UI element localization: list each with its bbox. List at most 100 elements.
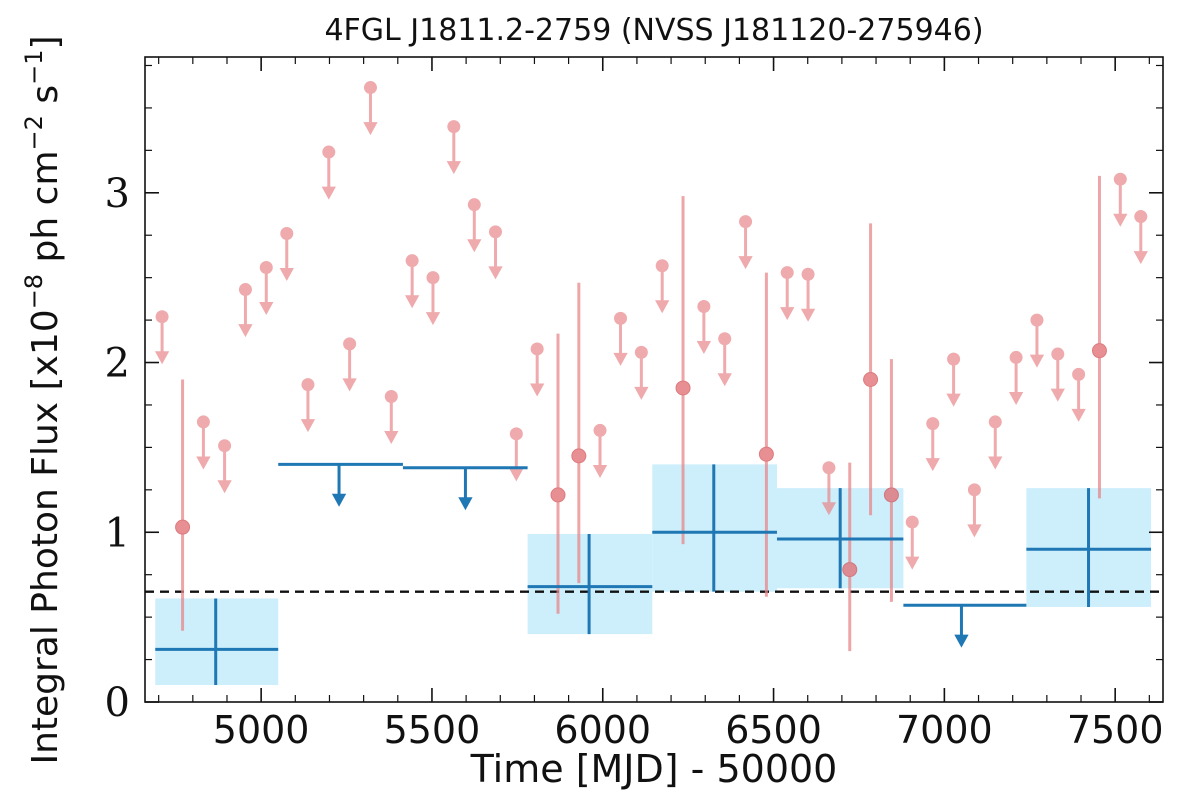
upper-limit-marker (405, 254, 419, 268)
short-bin-upper-limit (279, 227, 294, 282)
upper-limit-arrowhead (717, 373, 732, 387)
upper-limit-arrowhead (530, 383, 545, 397)
upper-limit-marker (488, 225, 502, 239)
upper-limit-marker (780, 266, 794, 280)
upper-limit-marker (718, 332, 732, 346)
chart-title: 4FGL J1811.2-2759 (NVSS J181120-275946) (324, 13, 983, 48)
detection-marker (863, 372, 879, 387)
upper-limit-marker (530, 342, 544, 356)
upper-limit-marker (697, 300, 711, 314)
long-bin-limit-arrowhead (954, 634, 969, 648)
y-axis-label-exponent-2: −2 (20, 115, 48, 150)
detection-marker (842, 562, 858, 578)
upper-limit-marker (967, 483, 981, 497)
upper-limit-arrowhead (321, 186, 336, 200)
upper-limit-marker (426, 271, 440, 285)
short-bin-upper-limit (717, 332, 732, 387)
long-bin-detection (776, 488, 904, 589)
upper-limit-arrowhead (279, 268, 294, 282)
upper-limit-arrowhead (613, 352, 628, 366)
short-bin-upper-limit (425, 271, 441, 326)
upper-limit-arrowhead (300, 419, 316, 433)
upper-limit-marker (196, 415, 210, 429)
upper-limit-arrowhead (905, 556, 920, 570)
upper-limit-arrowhead (1050, 388, 1065, 402)
detection-marker (550, 487, 566, 503)
upper-limit-marker (322, 145, 336, 159)
upper-limit-arrowhead (1008, 391, 1024, 405)
upper-limit-arrowhead (238, 324, 253, 338)
upper-limit-marker (1009, 350, 1023, 364)
upper-limit-arrowhead (154, 351, 170, 365)
upper-limit-arrowhead (655, 300, 670, 314)
detection-marker (1091, 343, 1107, 359)
long-bin-detection (527, 533, 653, 635)
short-bin-upper-limit (780, 266, 795, 321)
detection-marker (571, 448, 587, 464)
long-bin-upper-limit (402, 466, 528, 511)
upper-limit-arrowhead (696, 341, 712, 355)
x-tick-label: 7500 (1067, 708, 1164, 752)
y-tick-label: 2 (105, 341, 130, 387)
upper-limit-marker (905, 515, 919, 529)
short-bin-upper-limit (488, 225, 503, 280)
upper-limit-marker (259, 260, 273, 274)
short-bin-detection (863, 223, 879, 516)
upper-limit-marker (218, 439, 232, 453)
long-bin-layer (155, 462, 1152, 686)
short-bin-upper-limit (905, 515, 920, 570)
x-tick-label-layer: 5000 5500 6000 6500 7000 7500 (213, 708, 1164, 752)
upper-limit-arrowhead (342, 378, 357, 392)
short-bin-upper-limit (342, 337, 357, 392)
upper-limit-marker (822, 461, 836, 475)
long-bin-upper-limit (278, 462, 403, 507)
short-bin-detection (550, 333, 566, 614)
short-bin-layer (154, 81, 1148, 652)
upper-limit-marker (238, 283, 252, 297)
y-axis-label-exponent-1: −8 (20, 274, 48, 309)
short-bin-upper-limit (259, 260, 274, 315)
short-bin-upper-limit (613, 311, 628, 366)
upper-limit-marker (280, 227, 294, 241)
short-bin-upper-limit (800, 267, 816, 322)
upper-limit-arrowhead (1113, 213, 1128, 227)
upper-limit-arrowhead (509, 468, 524, 482)
y-tick-label: 0 (105, 680, 130, 726)
upper-limit-marker (614, 311, 628, 325)
short-bin-upper-limit (1113, 172, 1128, 227)
upper-limit-arrowhead (217, 480, 232, 494)
short-bin-upper-limit (363, 81, 378, 136)
upper-limit-marker (509, 427, 523, 441)
upper-limit-arrowhead (259, 302, 274, 315)
x-axis-label: Time [MJD] - 50000 (470, 747, 838, 791)
detection-marker (175, 519, 191, 535)
upper-limit-arrowhead (821, 502, 837, 516)
upper-limit-arrowhead (384, 431, 399, 444)
upper-limit-marker (1072, 367, 1086, 381)
upper-limit-marker (467, 198, 481, 212)
upper-limit-marker (947, 352, 961, 366)
upper-limit-arrowhead (780, 307, 795, 321)
upper-limit-marker (1051, 347, 1065, 361)
upper-limit-marker (363, 81, 377, 95)
short-bin-upper-limit (238, 283, 253, 338)
upper-limit-arrowhead (592, 464, 608, 478)
short-bin-upper-limit (321, 145, 336, 200)
y-axis-label-suffix: ] (25, 35, 66, 49)
y-axis-label-middle: ph cm (25, 150, 66, 273)
short-bin-upper-limit (592, 423, 608, 478)
upper-limit-arrowhead (634, 386, 649, 400)
upper-limit-arrowhead (738, 256, 753, 270)
short-bin-upper-limit (1029, 313, 1045, 368)
upper-limit-marker (301, 378, 315, 392)
upper-limit-arrowhead (967, 524, 982, 538)
upper-limit-arrowhead (446, 161, 461, 175)
short-bin-detection (758, 272, 774, 597)
short-bin-upper-limit (655, 259, 670, 314)
short-bin-upper-limit (300, 378, 316, 433)
upper-limit-arrowhead (988, 456, 1003, 470)
short-bin-upper-limit (446, 120, 461, 175)
upper-limit-marker (926, 417, 940, 431)
short-bin-upper-limit (988, 415, 1003, 470)
upper-limit-arrowhead (1133, 251, 1148, 265)
